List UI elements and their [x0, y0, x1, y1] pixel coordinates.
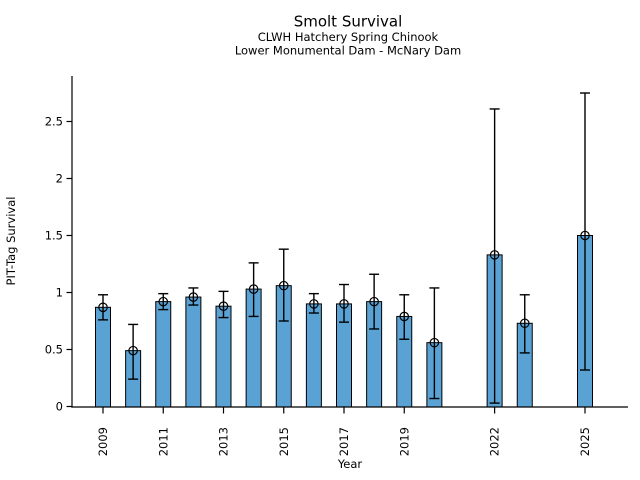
y-tick-label-0: 0 — [56, 400, 63, 414]
y-tick-label-1.5: 1.5 — [45, 229, 63, 243]
x-tick-label-2017: 2017 — [337, 427, 351, 456]
point-marker-2009 — [98, 302, 108, 313]
point-marker-2017 — [339, 299, 349, 309]
y-axis-label: PIT-Tag Survival — [4, 197, 18, 286]
x-tick-label-2011: 2011 — [156, 427, 170, 456]
point-marker-2018 — [369, 296, 379, 307]
point-marker-2022 — [489, 250, 500, 260]
point-marker-2012 — [188, 292, 199, 302]
x-axis-label: Year — [337, 457, 363, 471]
bar-2013 — [215, 305, 232, 408]
x-tick-label-2022: 2022 — [488, 427, 502, 456]
point-marker-2025 — [580, 230, 590, 241]
x-tick-label-2019: 2019 — [397, 427, 411, 456]
point-marker-2020 — [429, 337, 440, 348]
x-tick-label-2009: 2009 — [96, 427, 110, 456]
chart-subtitle-line1: CLWH Hatchery Spring Chinook — [258, 30, 439, 44]
bar-2011 — [155, 301, 172, 408]
bar-2012 — [185, 296, 202, 408]
chart-subtitle-line2: Lower Monumental Dam - McNary Dam — [235, 44, 461, 58]
y-tick-label-0.5: 0.5 — [45, 343, 63, 357]
bar-2016 — [305, 303, 322, 408]
x-tick-label-2015: 2015 — [277, 427, 291, 456]
point-marker-2019 — [399, 311, 410, 322]
point-marker-2016 — [309, 299, 319, 309]
y-tick-label-2: 2 — [56, 172, 63, 186]
point-marker-2014 — [248, 284, 259, 294]
x-tick-label-2025: 2025 — [578, 427, 592, 456]
point-marker-2010 — [128, 345, 138, 356]
point-marker-2013 — [218, 301, 229, 311]
point-marker-2015 — [278, 280, 289, 291]
y-tick-label-2.5: 2.5 — [45, 115, 63, 129]
errorbars-group — [98, 92, 590, 404]
point-marker-2023 — [519, 318, 530, 329]
bar-2009 — [95, 306, 111, 408]
x-tick-label-2013: 2013 — [217, 427, 231, 456]
y-tick-label-1: 1 — [56, 286, 63, 300]
chart-title: Smolt Survival — [294, 13, 403, 31]
point-marker-2011 — [158, 296, 169, 307]
axes-group: 0 0.5 1 1.5 2 2.5 2009 2011 2013 2015 2017 2019 2022… — [45, 76, 628, 456]
